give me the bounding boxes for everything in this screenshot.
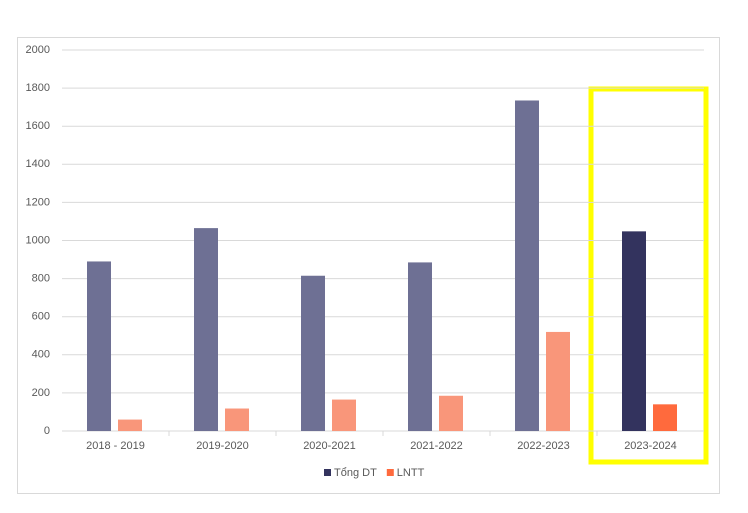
chart-frame — [17, 37, 720, 494]
x-tick-label: 2021-2022 — [410, 440, 463, 452]
x-tick-label: 2019-2020 — [196, 440, 249, 452]
y-tick-label: 600 — [32, 311, 50, 323]
y-tick-label: 1800 — [26, 82, 50, 94]
x-tick-label: 2018 - 2019 — [86, 440, 145, 452]
bar — [439, 395, 463, 431]
x-tick-label: 2020-2021 — [303, 440, 356, 452]
y-tick-label: 800 — [32, 273, 50, 285]
bar — [87, 261, 111, 431]
bar — [225, 408, 249, 431]
bar — [118, 419, 142, 431]
bar — [653, 404, 677, 431]
bar — [546, 331, 570, 431]
bar — [332, 399, 356, 431]
y-tick-label: 1600 — [26, 120, 50, 132]
bar — [622, 231, 646, 431]
bar — [515, 100, 539, 432]
bar — [301, 275, 325, 431]
legend-swatch — [324, 469, 331, 476]
legend-label: Tổng DT — [334, 467, 377, 479]
bar — [194, 228, 218, 431]
legend-swatch — [386, 469, 394, 476]
legend-label: LNTT — [397, 467, 425, 479]
y-tick-label: 1400 — [26, 158, 50, 170]
highlight-box — [588, 86, 709, 465]
bar — [408, 262, 432, 431]
y-tick-label: 400 — [32, 349, 50, 361]
x-tick-label: 2023-2024 — [624, 440, 677, 452]
y-tick-label: 1200 — [26, 196, 50, 208]
y-tick-label: 1000 — [26, 234, 50, 246]
y-tick-label: 200 — [32, 387, 50, 399]
y-tick-label: 2000 — [26, 44, 50, 56]
x-tick-label: 2022-2023 — [517, 440, 570, 452]
y-tick-label: 0 — [44, 425, 50, 437]
